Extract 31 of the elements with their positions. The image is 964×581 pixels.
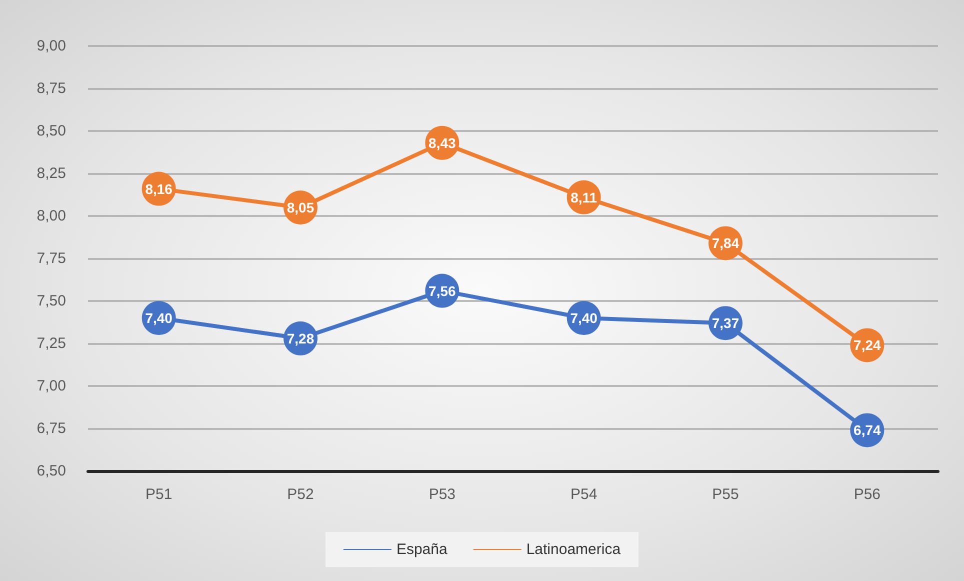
y-tick-label: 7,25 <box>36 335 66 352</box>
data-label: 7,37 <box>712 315 740 332</box>
x-tick-label: P55 <box>712 486 739 503</box>
data-label: 7,40 <box>570 310 598 326</box>
data-label: 7,56 <box>428 282 456 299</box>
legend-label: Latinoamerica <box>526 541 622 558</box>
y-tick-label: 8,75 <box>36 80 66 97</box>
legend-label: España <box>396 541 448 558</box>
data-label: 7,40 <box>145 310 173 326</box>
y-tick-label: 7,50 <box>36 292 66 310</box>
y-tick-label: 8,50 <box>36 122 66 140</box>
y-tick-label: 9,00 <box>36 38 66 54</box>
y-tick-label: 8,00 <box>36 208 66 224</box>
x-tick-label: P53 <box>428 486 456 503</box>
data-label: 8,05 <box>286 200 314 216</box>
data-label: 8,43 <box>428 134 456 151</box>
data-label: 6,74 <box>854 422 882 438</box>
y-tick-label: 6,75 <box>36 420 66 437</box>
data-label: 8,11 <box>570 189 598 206</box>
data-label: 8,16 <box>145 180 173 197</box>
x-tick-label: P56 <box>854 486 881 503</box>
y-tick-label: 7,00 <box>36 378 66 394</box>
x-tick-label: P52 <box>287 486 314 503</box>
y-tick-label: 8,25 <box>36 165 66 182</box>
x-tick-label: P51 <box>145 486 172 503</box>
data-label: 7,84 <box>712 235 740 252</box>
y-tick-label: 6,50 <box>36 462 66 480</box>
data-label: 7,28 <box>286 330 314 346</box>
y-tick-label: 7,75 <box>36 250 66 267</box>
x-tick-label: P54 <box>570 486 598 503</box>
data-label: 7,24 <box>854 337 882 354</box>
